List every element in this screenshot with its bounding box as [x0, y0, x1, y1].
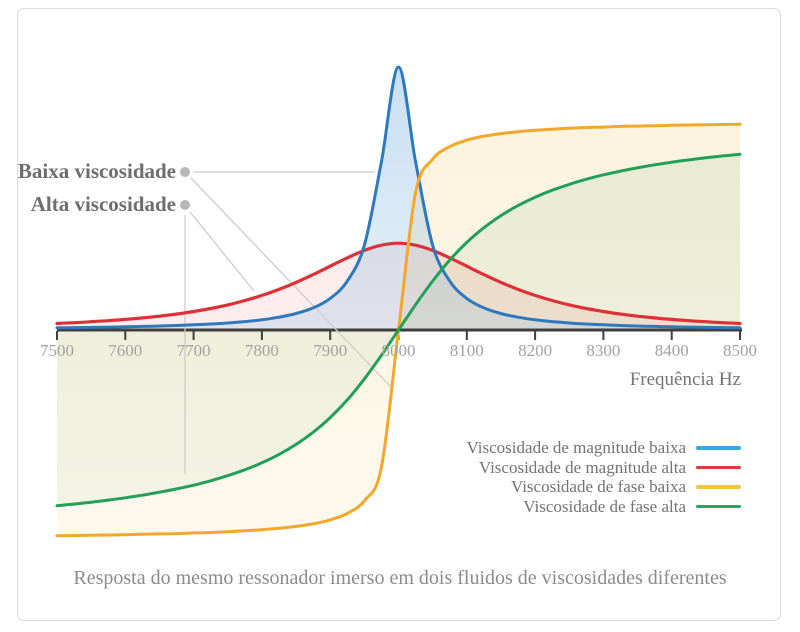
series-magnitude-low-area [57, 67, 740, 330]
legend-label: Viscosidade de fase alta [523, 496, 686, 516]
low-viscosity-callout-dot [180, 167, 190, 177]
x-tick-label-8200: 8200 [518, 341, 553, 360]
legend: Viscosidade de magnitude baixa Viscosidad… [467, 438, 741, 516]
x-tick-label-8100: 8100 [449, 341, 484, 360]
high-viscosity-callout-label: Alta viscosidade [30, 192, 176, 216]
legend-swatch [696, 504, 741, 508]
x-tick-label-7900: 7900 [313, 341, 348, 360]
legend-item-phase-low: Viscosidade de fase baixa [467, 477, 741, 497]
x-tick-label-8400: 8400 [654, 341, 689, 360]
callout-line-to-phase-low [190, 177, 392, 388]
callout-line-to-magnitude-high [189, 211, 255, 292]
legend-item-magnitude-high: Viscosidade de magnitude alta [467, 458, 741, 478]
high-viscosity-callout-dot [180, 200, 190, 210]
legend-swatch [696, 485, 741, 489]
series-phase-high-line [55, 152, 742, 508]
x-tick-label-8500: 8500 [723, 341, 757, 360]
page-border [17, 8, 781, 621]
x-tick-label-7800: 7800 [244, 341, 279, 360]
x-axis-title: Frequência Hz [629, 369, 741, 390]
x-tick-label-7500: 7500 [40, 341, 74, 360]
legend-swatch [696, 465, 741, 469]
x-tick-label-7600: 7600 [108, 341, 143, 360]
series-magnitude-high-line [55, 241, 742, 326]
legend-swatch [696, 446, 741, 450]
x-tick-label-7700: 7700 [176, 341, 211, 360]
x-tick-label-8300: 8300 [586, 341, 621, 360]
legend-label: Viscosidade de fase baixa [510, 477, 686, 497]
chart-caption: Resposta do mesmo ressonador imerso em d… [73, 567, 727, 589]
legend-item-magnitude-low: Viscosidade de magnitude baixa [467, 438, 741, 458]
legend-item-phase-high: Viscosidade de fase alta [467, 497, 741, 517]
series-magnitude-low-line [55, 65, 742, 330]
low-viscosity-callout-label: Baixa viscosidade [17, 159, 176, 183]
x-tick-label-8000: 8000 [381, 341, 416, 360]
legend-label: Viscosidade de magnitude alta [478, 457, 686, 477]
legend-label: Viscosidade de magnitude baixa [466, 438, 686, 458]
